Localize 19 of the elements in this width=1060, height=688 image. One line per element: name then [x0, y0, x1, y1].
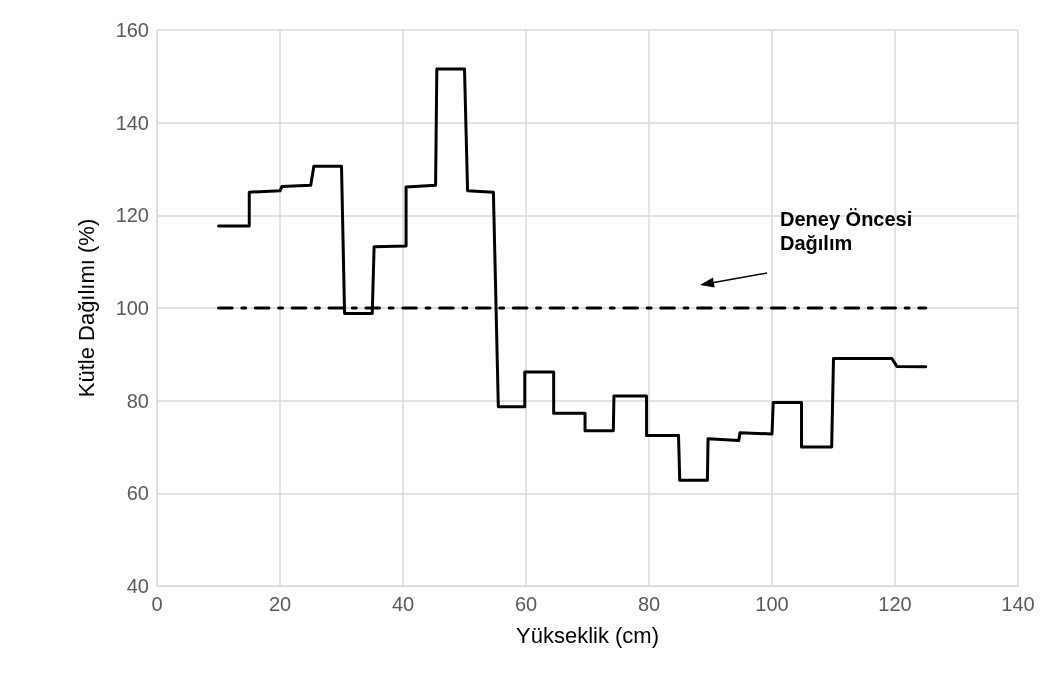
- line-series: [217, 67, 928, 482]
- y-tick-label: 60: [126, 482, 149, 505]
- y-tick-label: 40: [126, 575, 149, 597]
- x-tick-label: 60: [514, 593, 538, 615]
- x-tick-label: 0: [151, 593, 163, 615]
- x-tick-label: 80: [637, 593, 661, 615]
- x-tick-label: 100: [755, 593, 789, 615]
- y-tick-label: 160: [115, 19, 149, 41]
- x-tick-label: 40: [391, 593, 415, 615]
- x-tick-label: 140: [1001, 593, 1035, 615]
- y-tick-label: 80: [126, 389, 149, 412]
- y-axis-title: Kütle Dağılımı (%): [73, 218, 99, 398]
- y-tick-label: 140: [115, 111, 149, 134]
- x-axis-title: Yükseklik (cm): [515, 622, 660, 648]
- x-tick-label: 120: [878, 593, 912, 615]
- annotation: Deney Öncesi Dağılım: [780, 208, 913, 254]
- y-tick-label: 120: [115, 204, 149, 227]
- x-tick-label: 20: [268, 593, 292, 615]
- y-tick-label: 100: [115, 297, 149, 319]
